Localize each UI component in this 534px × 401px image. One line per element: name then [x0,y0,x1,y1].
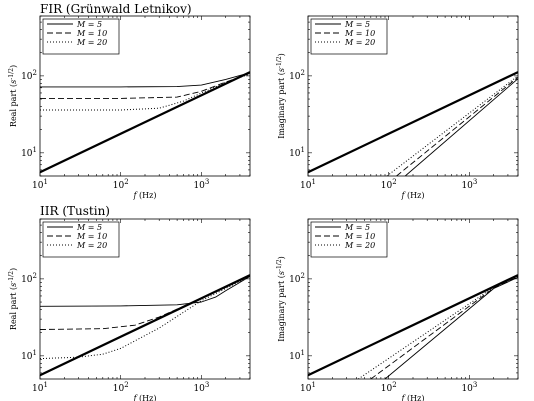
legend-label: M = 10 [76,29,107,38]
x-tick-label: 103 [461,381,477,394]
series-line-5 [40,275,250,307]
y-tick-label: 101 [21,349,37,362]
reference-line [308,71,518,174]
y-axis-label: Imaginary part (s-1/2) [276,53,286,139]
legend-box [310,221,388,258]
legend-label: M = 5 [76,223,102,232]
series-line-5 [384,276,518,379]
x-tick-label: 101 [300,178,316,191]
series-line-20 [40,73,250,111]
x-tick-label: 103 [193,178,209,191]
x-tick-label: 102 [113,178,129,191]
legend-label: M = 20 [76,241,107,250]
reference-line [308,274,518,377]
x-tick-label: 102 [381,381,397,394]
ticks [39,15,251,177]
legend-label: M = 10 [344,29,375,38]
subplot-3: 101 102 103 101 102 f (Hz) Real part (s-1/2) M … [8,218,251,401]
title-fir: FIR (Grünwald Letnikov) [40,2,192,16]
plots-group: 101 102 103 101 102 f (Hz) Real part (s-1/2) M … [8,15,519,401]
legend-label: M = 10 [344,232,375,241]
y-axis-label: Imaginary part (s-1/2) [276,256,286,342]
legend-label: M = 20 [344,38,375,47]
legend-label: M = 5 [344,20,370,29]
x-tick-label: 102 [113,381,129,394]
x-tick-label: 102 [381,178,397,191]
x-tick-label: 103 [461,178,477,191]
legend: M = 5M = 10M = 20 [310,18,388,55]
legend: M = 5M = 10M = 20 [42,18,120,55]
legend-box [42,221,120,258]
series-line-20 [40,275,250,360]
series-line-5 [40,72,250,88]
series-group [308,71,518,176]
ticks [39,218,251,380]
legend-label: M = 20 [76,38,107,47]
legend-label: M = 5 [76,20,102,29]
series-group [308,274,518,379]
x-tick-label: 101 [32,381,48,394]
series-line-10 [40,275,250,330]
subplot-1: 101 102 103 101 102 f (Hz) Real part (s-1/2) M … [8,15,251,200]
y-tick-label: 101 [21,146,37,159]
y-axis-label: Real part (s-1/2) [8,268,18,330]
legend: M = 5M = 10M = 20 [310,221,388,258]
legend-label: M = 20 [344,241,375,250]
subplot-4: 101 102 103 101 102 f (Hz) Imaginary part (s-1… [276,218,519,401]
y-axis-label: Real part (s-1/2) [8,65,18,127]
x-tick-label: 103 [193,381,209,394]
series-line-10 [370,276,518,379]
x-axis-label: f (Hz) [133,394,157,401]
legend: M = 5M = 10M = 20 [42,221,120,258]
x-axis-label: f (Hz) [133,191,157,200]
ticks [307,15,519,177]
legend-box [310,18,388,55]
y-tick-label: 102 [21,272,37,285]
legend-box [42,18,120,55]
reference-line [40,71,250,174]
reference-line [40,274,250,377]
series-group [40,71,250,174]
series-line-10 [396,76,518,176]
series-line-20 [386,75,518,176]
series-line-20 [358,275,518,379]
series-line-10 [40,72,250,99]
x-tick-label: 101 [300,381,316,394]
series-line-5 [404,78,518,176]
subplot-2: 101 102 103 101 102 f (Hz) Imaginary part (s-1… [276,15,519,200]
legend-label: M = 10 [76,232,107,241]
series-group [40,274,250,377]
x-tick-label: 101 [32,178,48,191]
x-axis-label: f (Hz) [401,394,425,401]
ticks [307,218,519,380]
legend-label: M = 5 [344,223,370,232]
y-tick-label: 102 [289,69,305,82]
y-tick-label: 101 [289,349,305,362]
title-iir: IIR (Tustin) [40,204,110,218]
y-tick-label: 101 [289,146,305,159]
y-tick-label: 102 [21,69,37,82]
x-axis-label: f (Hz) [401,191,425,200]
y-tick-label: 102 [289,272,305,285]
